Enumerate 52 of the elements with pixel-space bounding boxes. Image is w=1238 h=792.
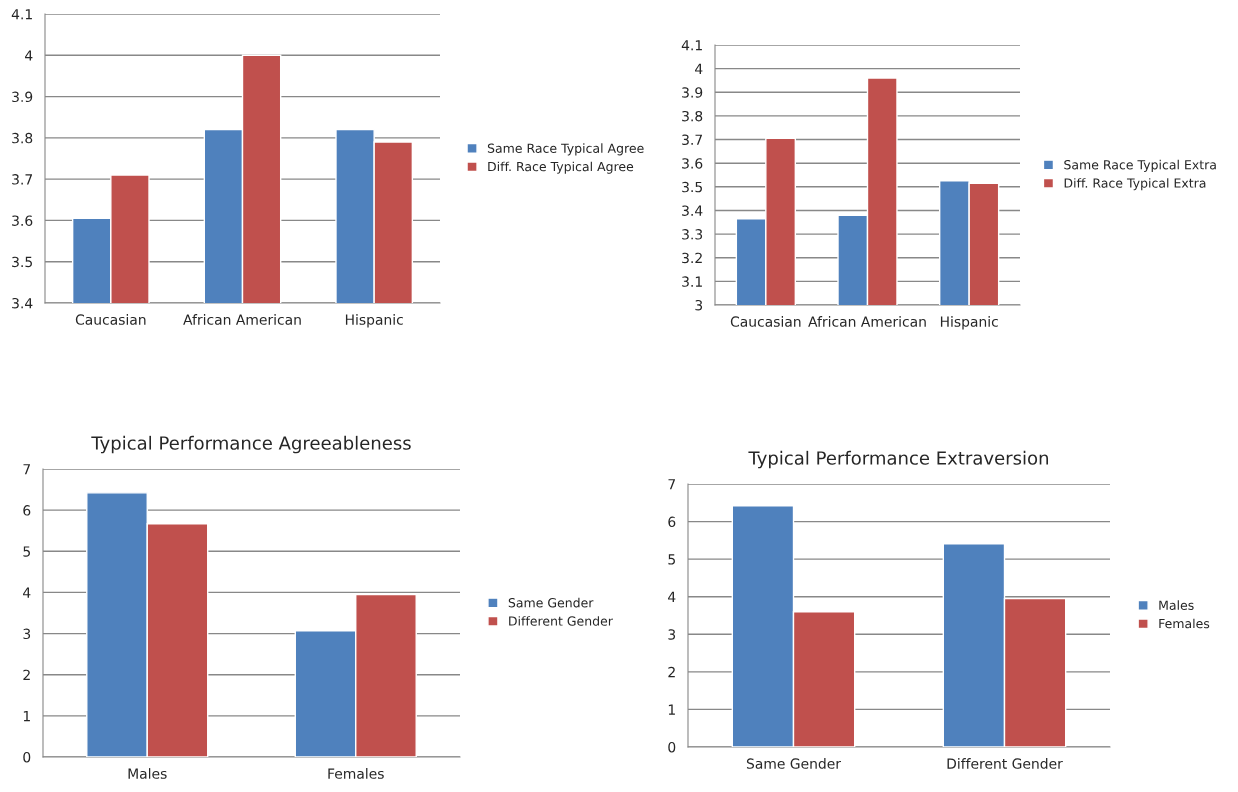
y-tick-label: 4 — [23, 587, 31, 598]
y-tick-label: 3.7 — [682, 134, 703, 146]
legend-label: Diff. Race Typical Extra — [1064, 178, 1206, 191]
y-tick-label: 3.9 — [682, 87, 703, 98]
y-tick-label: 4 — [668, 591, 676, 602]
y-tick-label: 4 — [25, 50, 33, 61]
y-tick-label: 5 — [23, 546, 30, 557]
y-tick-label: 3.2 — [682, 252, 702, 264]
legend-label: Diff. Race Typical Agree — [488, 161, 634, 174]
x-tick-label: African American — [808, 316, 926, 327]
y-tick-label: 1 — [23, 711, 30, 722]
y-tick-label: 5 — [668, 554, 675, 565]
y-tick-label: 3.3 — [682, 229, 703, 240]
chart-title: Typical Performance Agreeableness — [91, 435, 411, 454]
y-tick-label: 2 — [668, 666, 675, 678]
y-tick-label: 3 — [695, 299, 703, 311]
y-tick-label: 3.7 — [12, 174, 33, 185]
legend-label: Different Gender — [509, 616, 613, 626]
y-tick-label: 1 — [668, 704, 675, 715]
y-tick-label: 4.1 — [11, 9, 32, 20]
y-tick-label: 3.1 — [682, 276, 702, 287]
y-tick-label: 3.4 — [12, 297, 33, 309]
y-tick-label: 3.8 — [12, 132, 33, 144]
chart-title: Typical Performance Extraversion — [748, 450, 1048, 469]
legend-label: Same Race Typical Extra — [1064, 159, 1216, 172]
legend-label: Males — [1159, 600, 1194, 610]
y-tick-label: 3 — [668, 629, 676, 640]
legend-label: Same Gender — [508, 597, 594, 608]
legend-label: Same Race Typical Agree — [487, 143, 644, 156]
y-tick-label: 4 — [695, 63, 703, 74]
y-tick-label: 3.4 — [682, 205, 703, 216]
y-tick-label: 6 — [23, 505, 31, 516]
y-tick-label: 3.5 — [682, 181, 702, 193]
x-tick-label: Hispanic — [345, 314, 403, 328]
x-tick-label: Hispanic — [940, 316, 998, 330]
y-tick-label: 3.5 — [12, 256, 32, 268]
y-tick-label: 3.9 — [12, 91, 33, 103]
x-tick-label: Caucasian — [75, 314, 146, 325]
y-tick-label: 6 — [668, 516, 676, 528]
y-tick-label: 0 — [23, 751, 31, 763]
x-tick-label: Caucasian — [730, 316, 801, 327]
y-tick-label: 4.1 — [681, 40, 702, 51]
y-tick-label: 3.6 — [12, 215, 33, 226]
y-tick-label: 2 — [23, 669, 30, 680]
y-tick-label: 7 — [23, 464, 31, 475]
y-tick-label: 3.8 — [682, 110, 703, 122]
legend-label: Females — [1159, 618, 1210, 629]
y-tick-label: 3.6 — [682, 158, 703, 169]
x-tick-label: African American — [183, 314, 301, 325]
y-tick-label: 7 — [668, 479, 676, 490]
y-tick-label: 3 — [23, 628, 31, 640]
y-tick-label: 0 — [668, 741, 676, 753]
